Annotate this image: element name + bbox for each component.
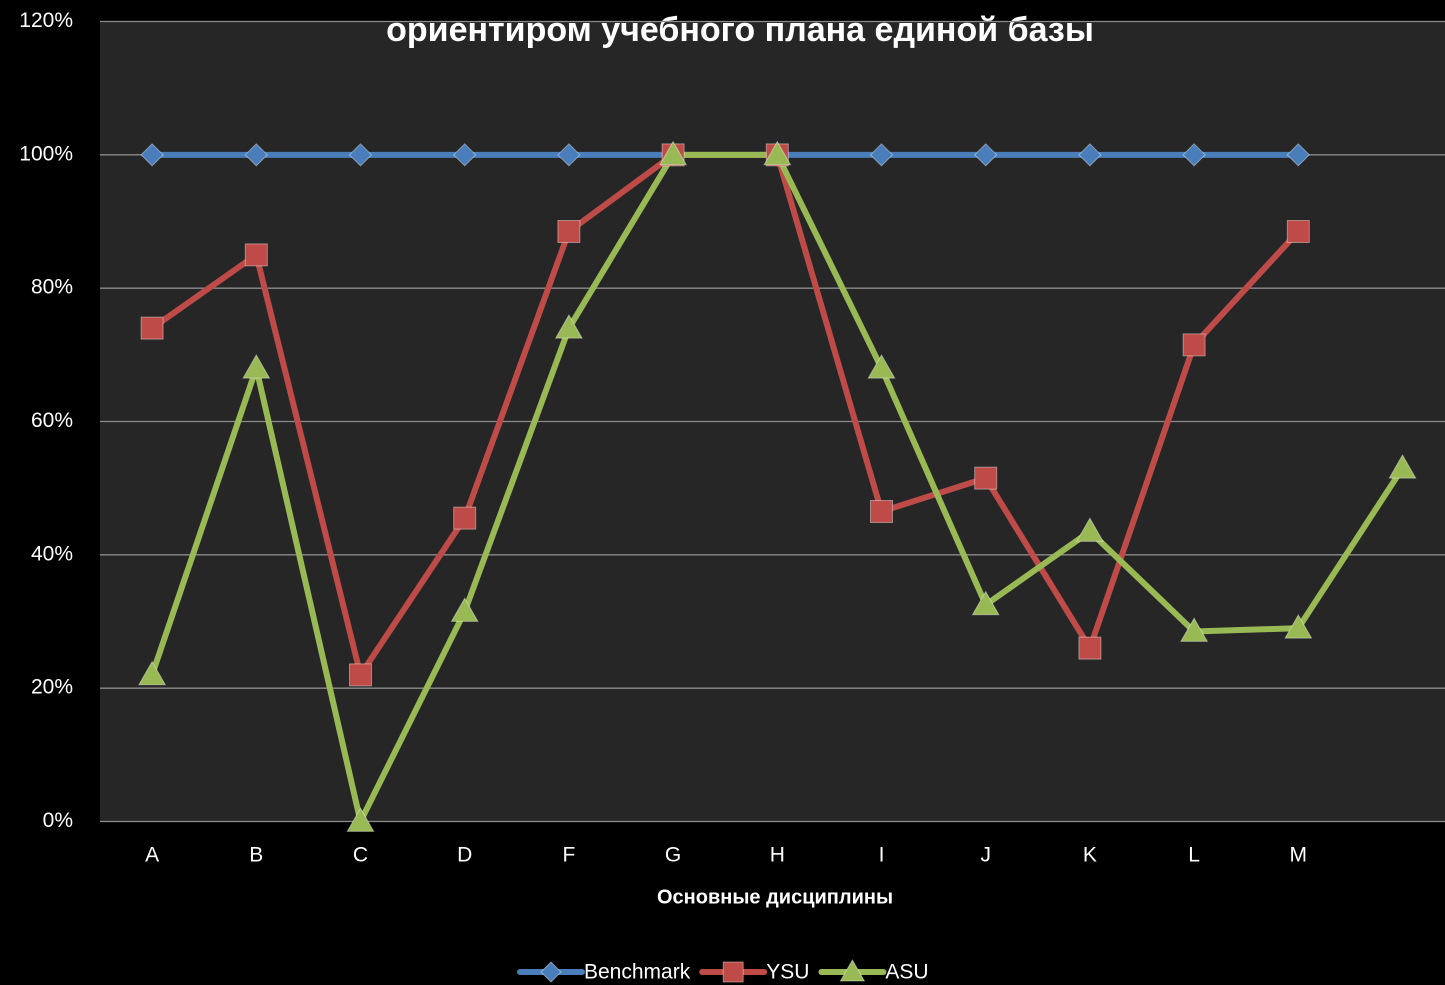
marker [869, 143, 894, 167]
marker [971, 590, 1000, 616]
x-tick-label: I [879, 844, 885, 867]
y-tick-label: 100% [19, 142, 73, 165]
marker [346, 807, 375, 832]
y-tick-label: 120% [19, 9, 73, 32]
y-tick-label: 60% [31, 409, 73, 432]
legend-label: YSU [766, 961, 809, 984]
marker [973, 143, 998, 167]
y-tick-label: 80% [31, 276, 73, 299]
marker [453, 506, 477, 530]
marker [557, 220, 581, 243]
marker [450, 597, 479, 622]
marker [974, 466, 998, 490]
marker [349, 663, 372, 687]
marker [1078, 143, 1102, 167]
marker [140, 316, 164, 340]
y-tick-label: 40% [31, 542, 73, 565]
x-tick-label: M [1290, 844, 1308, 867]
marker [1286, 220, 1310, 243]
legend-label: Benchmark [584, 961, 691, 984]
marker [540, 961, 562, 983]
y-tick-label: 0% [43, 809, 73, 832]
marker [870, 500, 893, 523]
x-tick-label: K [1083, 844, 1097, 867]
marker [1078, 636, 1102, 660]
x-tick-label: L [1188, 844, 1200, 867]
marker [140, 143, 164, 167]
x-tick-label: C [353, 844, 368, 867]
marker [1388, 453, 1417, 479]
marker [138, 660, 167, 686]
legend-label: ASU [885, 961, 928, 984]
marker [763, 140, 792, 166]
marker [554, 313, 583, 339]
x-tick-label: F [562, 844, 575, 867]
marker [244, 243, 268, 267]
marker [722, 961, 744, 983]
x-tick-label: D [457, 844, 472, 867]
y-tick-label: 20% [31, 676, 73, 699]
x-tick-label: J [980, 844, 991, 867]
marker [1284, 613, 1313, 639]
x-tick-label: B [249, 844, 263, 867]
x-tick-label: G [665, 844, 681, 867]
x-axis-title: Основные дисциплины [657, 886, 893, 908]
marker [452, 143, 477, 167]
x-tick-label: H [770, 844, 785, 867]
marker [1075, 517, 1104, 542]
marker [244, 143, 269, 167]
marker [1180, 617, 1209, 642]
marker [348, 143, 373, 167]
marker [242, 353, 271, 379]
chart-title: ориентиром учебного плана единой базы [386, 11, 1094, 49]
marker [659, 140, 688, 166]
x-tick-label: A [145, 844, 159, 867]
marker [557, 143, 581, 167]
marker [1182, 333, 1206, 357]
marker [867, 353, 896, 379]
marker [839, 958, 866, 982]
marker [1182, 143, 1206, 167]
marker [1286, 143, 1311, 167]
